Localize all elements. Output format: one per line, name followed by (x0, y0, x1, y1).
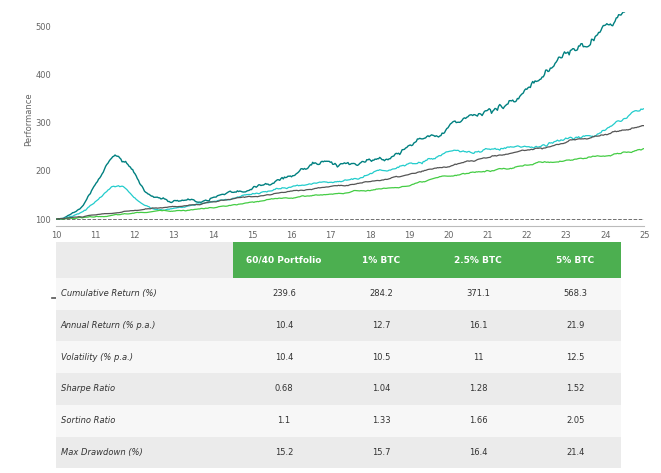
FancyBboxPatch shape (233, 278, 336, 309)
FancyBboxPatch shape (427, 373, 529, 405)
Text: 12.5: 12.5 (566, 353, 584, 362)
Text: 1.28: 1.28 (469, 385, 488, 394)
FancyBboxPatch shape (56, 373, 233, 405)
FancyBboxPatch shape (233, 437, 336, 468)
Text: 371.1: 371.1 (467, 289, 490, 298)
FancyBboxPatch shape (233, 309, 336, 342)
Text: 10.4: 10.4 (275, 321, 293, 330)
Text: 16.4: 16.4 (469, 448, 488, 457)
Text: 2.05: 2.05 (566, 416, 584, 425)
Legend: 60/40, 1% BTC, 2.5% BTC, 5% BTC: 60/40, 1% BTC, 2.5% BTC, 5% BTC (49, 290, 267, 306)
Text: 10.4: 10.4 (275, 353, 293, 362)
Text: 21.9: 21.9 (566, 321, 584, 330)
FancyBboxPatch shape (336, 278, 427, 309)
FancyBboxPatch shape (336, 437, 427, 468)
Text: 284.2: 284.2 (369, 289, 393, 298)
Text: 1.04: 1.04 (372, 385, 391, 394)
Text: 15.2: 15.2 (275, 448, 293, 457)
Text: Volatility (% p.a.): Volatility (% p.a.) (61, 353, 133, 362)
Y-axis label: Performance: Performance (24, 92, 32, 146)
FancyBboxPatch shape (336, 405, 427, 437)
FancyBboxPatch shape (529, 373, 621, 405)
Text: 21.4: 21.4 (566, 448, 584, 457)
FancyBboxPatch shape (427, 309, 529, 342)
Text: Annual Return (% p.a.): Annual Return (% p.a.) (61, 321, 156, 330)
FancyBboxPatch shape (56, 437, 233, 468)
FancyBboxPatch shape (56, 342, 233, 373)
FancyBboxPatch shape (56, 309, 233, 342)
FancyBboxPatch shape (427, 278, 529, 309)
Text: 1% BTC: 1% BTC (362, 255, 401, 264)
FancyBboxPatch shape (336, 373, 427, 405)
Text: Cumulative Return (%): Cumulative Return (%) (61, 289, 157, 298)
Text: 11: 11 (473, 353, 484, 362)
FancyBboxPatch shape (56, 242, 233, 278)
FancyBboxPatch shape (529, 278, 621, 309)
Text: Sortino Ratio: Sortino Ratio (61, 416, 115, 425)
FancyBboxPatch shape (529, 309, 621, 342)
FancyBboxPatch shape (336, 242, 427, 278)
FancyBboxPatch shape (56, 278, 233, 309)
Text: 5% BTC: 5% BTC (557, 255, 594, 264)
Text: 1.66: 1.66 (469, 416, 488, 425)
FancyBboxPatch shape (529, 405, 621, 437)
FancyBboxPatch shape (233, 242, 336, 278)
FancyBboxPatch shape (233, 405, 336, 437)
Text: 12.7: 12.7 (372, 321, 391, 330)
Text: 16.1: 16.1 (469, 321, 488, 330)
Text: 10.5: 10.5 (372, 353, 391, 362)
Text: 60/40 Portfolio: 60/40 Portfolio (247, 255, 322, 264)
Text: Sharpe Ratio: Sharpe Ratio (61, 385, 115, 394)
Text: 1.1: 1.1 (278, 416, 291, 425)
Text: 239.6: 239.6 (272, 289, 296, 298)
FancyBboxPatch shape (427, 405, 529, 437)
FancyBboxPatch shape (529, 437, 621, 468)
FancyBboxPatch shape (529, 242, 621, 278)
FancyBboxPatch shape (233, 373, 336, 405)
Text: 0.68: 0.68 (275, 385, 293, 394)
Text: 1.52: 1.52 (566, 385, 584, 394)
FancyBboxPatch shape (427, 242, 529, 278)
FancyBboxPatch shape (336, 309, 427, 342)
Text: Max Drawdown (%): Max Drawdown (%) (61, 448, 143, 457)
FancyBboxPatch shape (427, 437, 529, 468)
Text: 1.33: 1.33 (372, 416, 391, 425)
FancyBboxPatch shape (56, 405, 233, 437)
Text: 15.7: 15.7 (372, 448, 391, 457)
FancyBboxPatch shape (427, 342, 529, 373)
FancyBboxPatch shape (233, 342, 336, 373)
FancyBboxPatch shape (529, 342, 621, 373)
Text: 568.3: 568.3 (563, 289, 588, 298)
FancyBboxPatch shape (336, 342, 427, 373)
Text: 2.5% BTC: 2.5% BTC (454, 255, 502, 264)
